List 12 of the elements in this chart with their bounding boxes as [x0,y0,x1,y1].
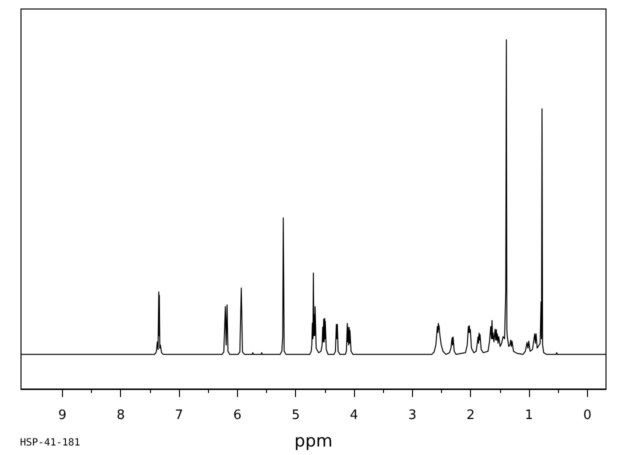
x-tick-label: 1 [524,408,534,423]
text: HSP-41-181 [20,438,80,448]
x-axis-title: ppm [294,432,333,452]
x-tick-label: 4 [350,408,358,423]
x-tick-label: 7 [174,408,184,423]
x-tick-label: 2 [466,408,475,423]
x-tick-label: 6 [233,408,242,423]
x-tick-label: 5 [292,408,300,423]
x-tick-label: 3 [408,408,416,423]
x-tick-label: 0 [583,408,592,423]
x-tick-label: 9 [58,408,67,423]
x-tick-label: 8 [116,408,125,423]
